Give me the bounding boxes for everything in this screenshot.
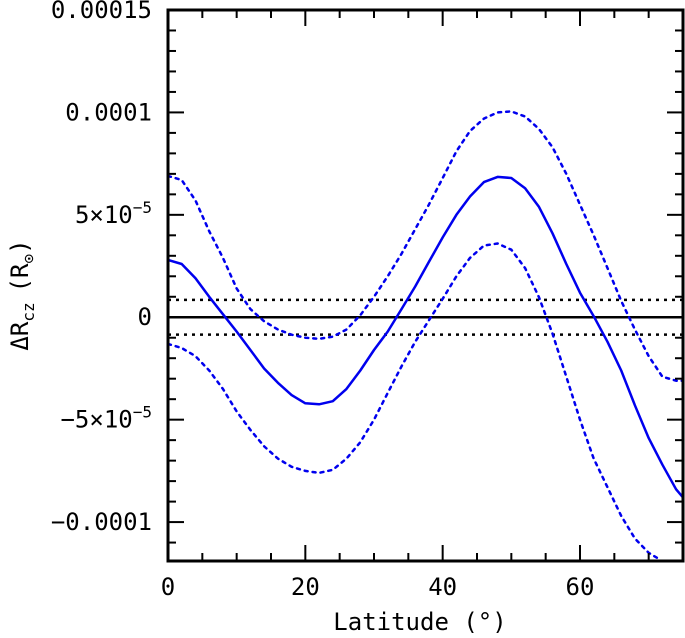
y-axis-title-unit-close: ) [6,239,34,253]
y-tick-label: 5×10−5 [75,198,152,229]
y-axis-title-subscript: cz [19,302,38,321]
sun-symbol-icon: ⊙ [19,254,38,264]
x-tick-labels: 0 20 40 60 [161,573,595,601]
x-tick-label: 20 [291,573,320,601]
y-tick-labels: 0.00015 0.0001 5×10−5 0 −5×10−5 −0.0001 [51,0,152,536]
x-tick-label: 40 [428,573,457,601]
central-curve [168,175,683,499]
y-tick-label: −5×10−5 [60,403,152,434]
plot-content [168,110,683,561]
lower-bound-curve [168,242,661,561]
y-axis-title-delta: ΔR [6,321,34,350]
y-tick-label: 0.0001 [65,98,152,126]
upper-bound-curve [168,110,683,382]
x-tick-label: 60 [566,573,595,601]
y-tick-label: 0 [138,303,152,331]
y-axis-title: ΔRcz (R⊙) [6,239,38,350]
plot-frame [166,8,685,563]
y-axis-title-unit: (R [6,263,34,292]
x-axis-title: Latitude (°) [333,608,506,636]
axis-ticks [167,9,684,561]
y-tick-label: 0.00015 [51,0,152,24]
x-tick-label: 0 [161,573,175,601]
y-tick-label: −0.0001 [51,508,152,536]
